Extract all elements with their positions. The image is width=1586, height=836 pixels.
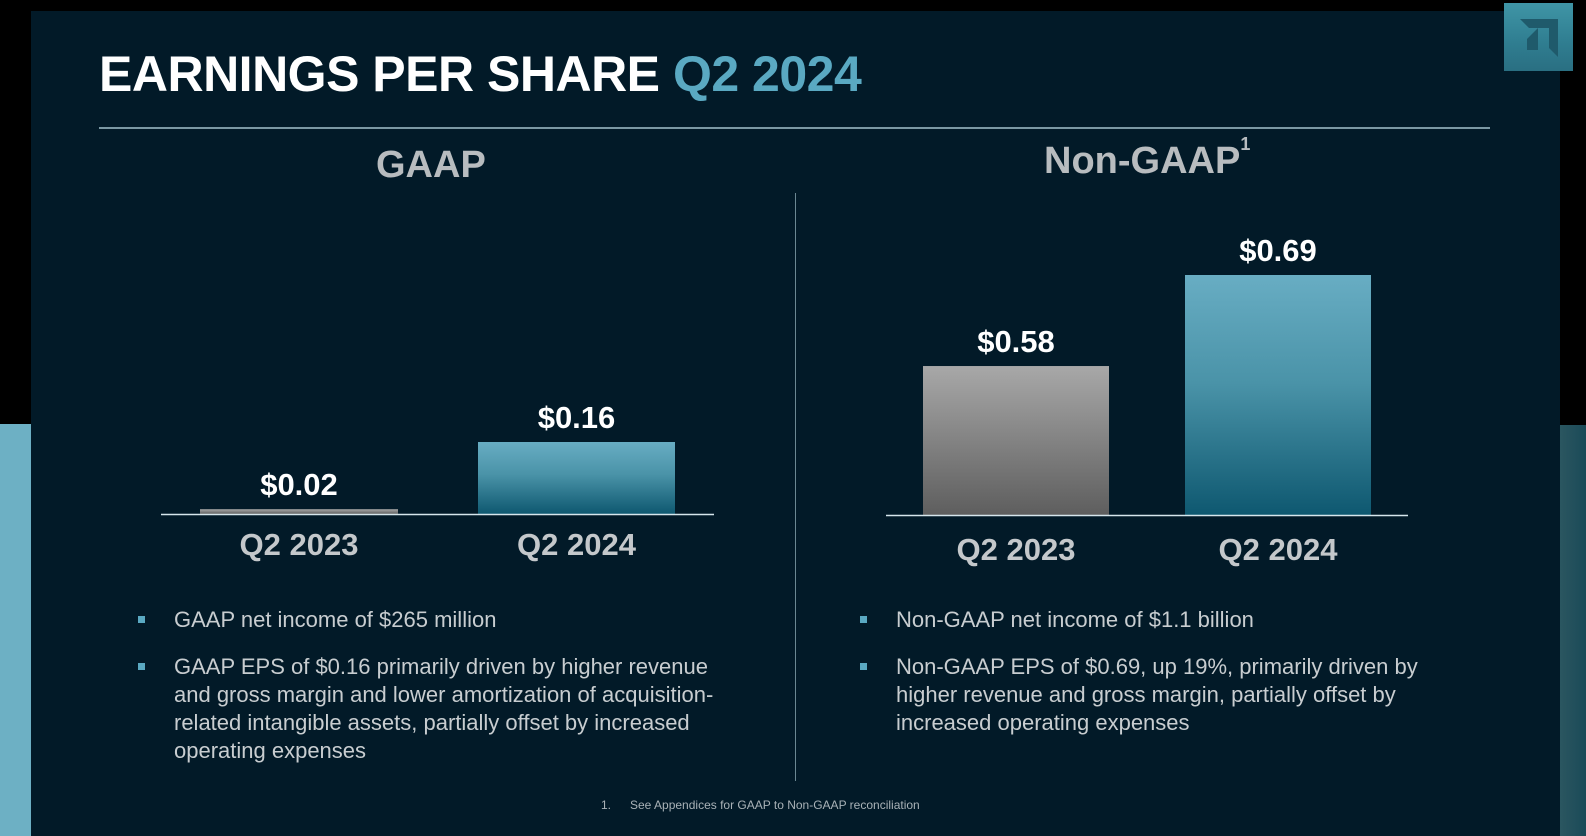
non-gaap-bar-q2-2024 xyxy=(1185,275,1371,515)
non-gaap-heading-text: Non-GAAP xyxy=(1044,140,1241,182)
non-gaap-data-label: $0.69 xyxy=(1239,233,1317,268)
page-title-period: Q2 2024 xyxy=(672,46,862,102)
gaap-category-label: Q2 2024 xyxy=(517,527,637,562)
gaap-bullet-text: GAAP EPS of $0.16 primarily driven by hi… xyxy=(174,654,714,763)
gaap-bullet: GAAP net income of $265 million xyxy=(138,606,738,634)
non-gaap-bar-q2-2023 xyxy=(923,366,1109,515)
page-title: EARNINGS PER SHARE Q2 2024 xyxy=(99,44,862,104)
gaap-bar-q2-2023 xyxy=(200,509,398,514)
non-gaap-bullets: Non-GAAP net income of $1.1 billion Non-… xyxy=(860,606,1460,756)
footnote: 1. See Appendices for GAAP to Non-GAAP re… xyxy=(601,798,920,812)
non-gaap-category-label: Q2 2024 xyxy=(1219,532,1339,567)
amd-arrow-icon xyxy=(1520,19,1558,57)
section-divider xyxy=(795,193,796,781)
page-title-main: EARNINGS PER SHARE xyxy=(99,46,660,102)
footnote-text: See Appendices for GAAP to Non-GAAP reco… xyxy=(630,798,920,812)
non-gaap-bullet-text: Non-GAAP EPS of $0.69, up 19%, primarily… xyxy=(896,654,1418,735)
amd-logo-icon xyxy=(1504,3,1573,71)
background-strip-right xyxy=(1560,425,1586,836)
gaap-bar-q2-2024 xyxy=(478,442,675,514)
bullet-marker-icon xyxy=(138,616,145,623)
gaap-data-label: $0.02 xyxy=(260,467,338,502)
gaap-data-label: $0.16 xyxy=(538,400,616,435)
non-gaap-bullet: Non-GAAP EPS of $0.69, up 19%, primarily… xyxy=(860,653,1460,737)
background-strip-left xyxy=(0,424,31,836)
gaap-chart: $0.02 Q2 2023 $0.16 Q2 2024 xyxy=(161,400,714,562)
non-gaap-chart: $0.58 Q2 2023 $0.69 Q2 2024 xyxy=(886,233,1408,567)
title-divider xyxy=(99,127,1490,129)
non-gaap-category-label: Q2 2023 xyxy=(957,532,1076,567)
gaap-category-label: Q2 2023 xyxy=(240,527,359,562)
bullet-marker-icon xyxy=(860,616,867,623)
gaap-heading-text: GAAP xyxy=(376,144,486,186)
non-gaap-data-label: $0.58 xyxy=(977,324,1055,359)
gaap-heading: GAAP xyxy=(376,144,486,187)
footnote-ref: 1 xyxy=(1240,134,1251,154)
non-gaap-bullet: Non-GAAP net income of $1.1 billion xyxy=(860,606,1460,634)
non-gaap-bullet-text: Non-GAAP net income of $1.1 billion xyxy=(896,607,1254,632)
bullet-marker-icon xyxy=(860,663,867,670)
footnote-number: 1. xyxy=(601,798,612,812)
gaap-bullet: GAAP EPS of $0.16 primarily driven by hi… xyxy=(138,653,738,765)
gaap-bullets: GAAP net income of $265 million GAAP EPS… xyxy=(138,606,738,784)
gaap-bullet-text: GAAP net income of $265 million xyxy=(174,607,497,632)
bullet-marker-icon xyxy=(138,663,145,670)
non-gaap-heading: Non-GAAP1 xyxy=(1044,134,1250,183)
